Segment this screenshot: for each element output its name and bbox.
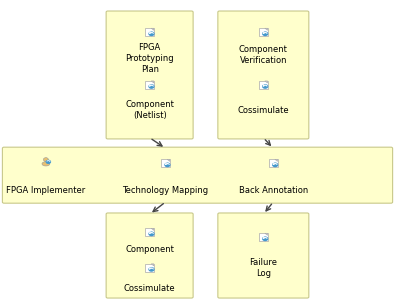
Circle shape bbox=[148, 267, 154, 272]
Circle shape bbox=[148, 32, 154, 36]
Text: Component
Verification: Component Verification bbox=[239, 45, 288, 65]
Circle shape bbox=[262, 237, 268, 241]
FancyBboxPatch shape bbox=[145, 28, 154, 36]
Polygon shape bbox=[265, 233, 267, 235]
FancyBboxPatch shape bbox=[218, 213, 309, 298]
Polygon shape bbox=[151, 81, 154, 83]
Circle shape bbox=[262, 84, 268, 89]
Ellipse shape bbox=[42, 162, 50, 166]
Circle shape bbox=[262, 32, 268, 36]
Text: Cossimulate: Cossimulate bbox=[237, 106, 289, 115]
Polygon shape bbox=[167, 159, 170, 161]
FancyBboxPatch shape bbox=[145, 81, 154, 89]
FancyBboxPatch shape bbox=[269, 159, 278, 167]
FancyBboxPatch shape bbox=[2, 147, 393, 203]
Text: FPGA Implementer: FPGA Implementer bbox=[6, 186, 85, 195]
Circle shape bbox=[148, 84, 154, 89]
FancyBboxPatch shape bbox=[218, 11, 309, 139]
Text: Component: Component bbox=[125, 245, 174, 254]
Text: Technology Mapping: Technology Mapping bbox=[122, 186, 209, 195]
Circle shape bbox=[45, 160, 51, 164]
FancyBboxPatch shape bbox=[259, 81, 268, 89]
Text: Component
(Netlist): Component (Netlist) bbox=[125, 100, 174, 120]
Polygon shape bbox=[265, 28, 267, 30]
FancyBboxPatch shape bbox=[106, 213, 193, 298]
Polygon shape bbox=[265, 81, 267, 83]
Text: Failure
Log: Failure Log bbox=[249, 258, 277, 278]
Circle shape bbox=[148, 231, 154, 236]
Polygon shape bbox=[151, 228, 154, 230]
FancyBboxPatch shape bbox=[106, 11, 193, 139]
FancyBboxPatch shape bbox=[145, 264, 154, 272]
Polygon shape bbox=[275, 159, 278, 161]
Circle shape bbox=[164, 162, 170, 167]
FancyBboxPatch shape bbox=[145, 228, 154, 237]
Circle shape bbox=[272, 162, 278, 167]
FancyBboxPatch shape bbox=[259, 233, 268, 241]
Text: Cossimulate: Cossimulate bbox=[124, 284, 176, 293]
FancyBboxPatch shape bbox=[161, 159, 170, 167]
FancyBboxPatch shape bbox=[259, 28, 268, 36]
Circle shape bbox=[43, 158, 48, 162]
Polygon shape bbox=[151, 28, 154, 30]
Text: Back Annotation: Back Annotation bbox=[239, 186, 308, 195]
Polygon shape bbox=[151, 264, 154, 266]
Text: FPGA
Prototyping
Plan: FPGA Prototyping Plan bbox=[125, 43, 174, 74]
